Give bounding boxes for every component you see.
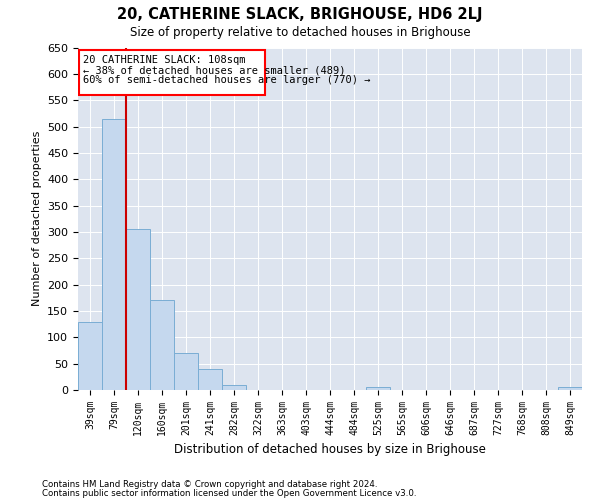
Bar — [79, 322, 101, 390]
Bar — [103, 118, 125, 390]
Text: Contains HM Land Registry data © Crown copyright and database right 2024.: Contains HM Land Registry data © Crown c… — [42, 480, 377, 489]
Y-axis label: Number of detached properties: Number of detached properties — [32, 131, 41, 306]
Text: Contains public sector information licensed under the Open Government Licence v3: Contains public sector information licen… — [42, 488, 416, 498]
Bar — [199, 369, 221, 390]
Bar — [559, 388, 581, 390]
Text: 60% of semi-detached houses are larger (770) →: 60% of semi-detached houses are larger (… — [83, 76, 370, 86]
X-axis label: Distribution of detached houses by size in Brighouse: Distribution of detached houses by size … — [174, 444, 486, 456]
Text: Size of property relative to detached houses in Brighouse: Size of property relative to detached ho… — [130, 26, 470, 39]
FancyBboxPatch shape — [79, 50, 265, 95]
Text: 20, CATHERINE SLACK, BRIGHOUSE, HD6 2LJ: 20, CATHERINE SLACK, BRIGHOUSE, HD6 2LJ — [117, 8, 483, 22]
Bar — [223, 384, 245, 390]
Text: ← 38% of detached houses are smaller (489): ← 38% of detached houses are smaller (48… — [83, 66, 346, 76]
Bar — [367, 388, 389, 390]
Text: 20 CATHERINE SLACK: 108sqm: 20 CATHERINE SLACK: 108sqm — [83, 55, 245, 65]
Bar — [175, 353, 197, 390]
Bar — [151, 300, 173, 390]
Bar — [127, 230, 149, 390]
